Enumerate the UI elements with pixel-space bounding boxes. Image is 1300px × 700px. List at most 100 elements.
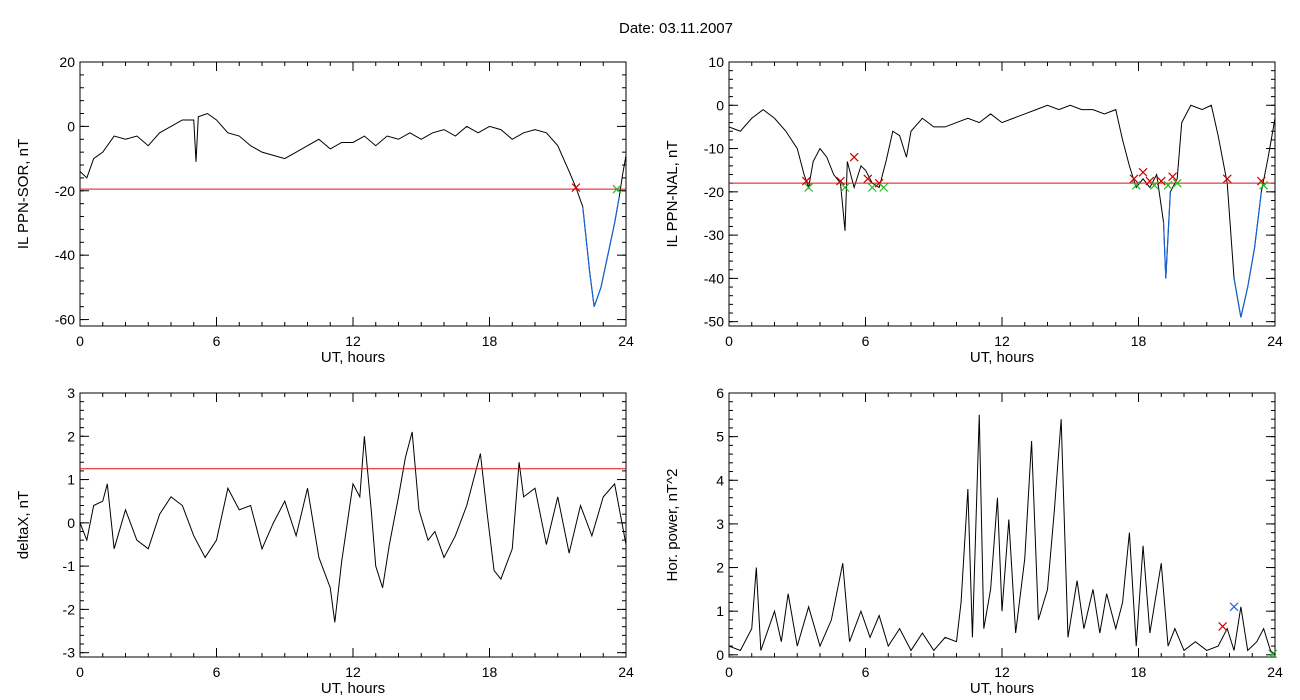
y-tick-label: -50 <box>704 314 724 330</box>
y-tick-label: 20 <box>59 54 75 70</box>
x-tick-label: 24 <box>618 664 634 680</box>
event-marker <box>1156 176 1166 186</box>
event-marker <box>849 152 859 162</box>
y-axis-label: IL PPN-SOR, nT <box>15 139 32 249</box>
x-tick-label: 24 <box>1267 333 1283 349</box>
y-tick-label: -2 <box>63 601 76 617</box>
y-tick-label: 10 <box>708 54 724 70</box>
plot-frame <box>79 392 627 658</box>
event-marker <box>1168 172 1178 182</box>
chart-ppn-nal: 0 6 12 18 24 -50 -40 -30 -20 -10 0 10 UT, hours IL PP… <box>664 54 1283 366</box>
x-tick-label: 12 <box>994 333 1010 349</box>
series-line <box>80 431 626 623</box>
x-axis-label: UT, hours <box>321 680 385 697</box>
x-tick-label: 6 <box>213 333 221 349</box>
y-tick-label: 3 <box>716 516 724 532</box>
event-marker <box>1131 180 1141 190</box>
y-tick-label: 2 <box>67 428 75 444</box>
x-axis-label: UT, hours <box>970 680 1034 697</box>
below-threshold-segment <box>593 287 602 307</box>
series-line <box>729 414 1275 656</box>
below-threshold-segment <box>600 255 609 288</box>
event-marker <box>1163 180 1173 190</box>
page-title: Date: 03.11.2007 <box>619 20 733 37</box>
y-tick-label: 1 <box>716 603 724 619</box>
y-tick-label: -1 <box>63 558 76 574</box>
x-tick-label: 24 <box>1267 664 1283 680</box>
x-tick-label: 24 <box>618 333 634 349</box>
below-threshold-segment <box>1162 222 1167 279</box>
x-tick-label: 18 <box>482 333 498 349</box>
y-tick-label: 0 <box>67 515 75 531</box>
y-tick-label: -20 <box>704 184 724 200</box>
y-tick-label: 1 <box>67 472 75 488</box>
x-tick-label: 0 <box>76 333 84 349</box>
y-tick-label: -40 <box>55 247 75 263</box>
y-tick-label: -10 <box>704 141 724 157</box>
x-tick-label: 12 <box>994 664 1010 680</box>
y-tick-label: -40 <box>704 270 724 286</box>
event-marker <box>1138 167 1148 177</box>
below-threshold-segment <box>607 222 616 256</box>
event-marker <box>840 183 850 192</box>
event-marker <box>867 183 877 192</box>
x-tick-label: 18 <box>1131 664 1147 680</box>
plot-frame <box>79 61 627 327</box>
event-marker <box>1268 649 1278 659</box>
event-marker <box>612 184 622 194</box>
y-tick-label: 0 <box>67 118 75 134</box>
event-marker <box>804 183 814 192</box>
event-marker <box>1150 180 1159 190</box>
y-tick-label: 2 <box>716 560 724 576</box>
event-marker <box>1129 174 1139 184</box>
y-tick-label: 6 <box>716 385 724 401</box>
event-marker <box>571 183 581 192</box>
y-axis-label: deltaX, nT <box>15 491 32 559</box>
event-marker <box>836 176 845 186</box>
x-tick-label: 0 <box>76 664 84 680</box>
y-axis-label: Hor. power, nT^2 <box>664 469 681 582</box>
y-axis-label: IL PPN-NAL, nT <box>664 141 681 248</box>
event-marker <box>1218 622 1228 631</box>
event-marker <box>879 183 889 192</box>
below-threshold-segment <box>1233 278 1242 318</box>
y-tick-label: 0 <box>716 97 724 113</box>
x-tick-label: 0 <box>725 664 733 680</box>
below-threshold-segment <box>1165 191 1171 279</box>
plot-frame <box>728 61 1276 327</box>
x-tick-label: 6 <box>213 664 221 680</box>
x-axis-label: UT, hours <box>321 349 385 366</box>
y-tick-label: 5 <box>716 429 724 445</box>
x-axis-label: UT, hours <box>970 349 1034 366</box>
x-tick-label: 12 <box>345 333 361 349</box>
chart-ppn-sor: 0 6 12 18 24 -60 -40 -20 0 20 UT, hours IL PPN-SOR,… <box>15 54 634 366</box>
x-tick-label: 18 <box>1131 333 1147 349</box>
series-line <box>80 112 626 307</box>
y-tick-label: -30 <box>704 227 724 243</box>
below-threshold-segment <box>589 271 595 307</box>
below-threshold-segment <box>1240 286 1249 318</box>
plot-frame <box>728 392 1276 658</box>
below-threshold-segment <box>614 197 620 224</box>
event-marker <box>801 176 811 186</box>
below-threshold-segment <box>1253 191 1262 249</box>
x-tick-label: 0 <box>725 333 733 349</box>
y-tick-label: 0 <box>716 647 724 663</box>
event-marker <box>1256 176 1266 186</box>
event-marker <box>863 174 873 184</box>
y-tick-label: 4 <box>716 472 724 488</box>
x-tick-label: 18 <box>482 664 498 680</box>
event-marker <box>1222 174 1232 184</box>
y-tick-label: -20 <box>55 183 75 199</box>
series-line <box>729 104 1275 318</box>
x-tick-label: 12 <box>345 664 361 680</box>
x-tick-label: 6 <box>862 333 870 349</box>
below-threshold-segment <box>582 206 591 272</box>
below-threshold-segment <box>1247 247 1256 288</box>
event-marker <box>1259 180 1269 190</box>
y-tick-label: 3 <box>67 385 75 401</box>
y-tick-label: -3 <box>63 645 76 661</box>
